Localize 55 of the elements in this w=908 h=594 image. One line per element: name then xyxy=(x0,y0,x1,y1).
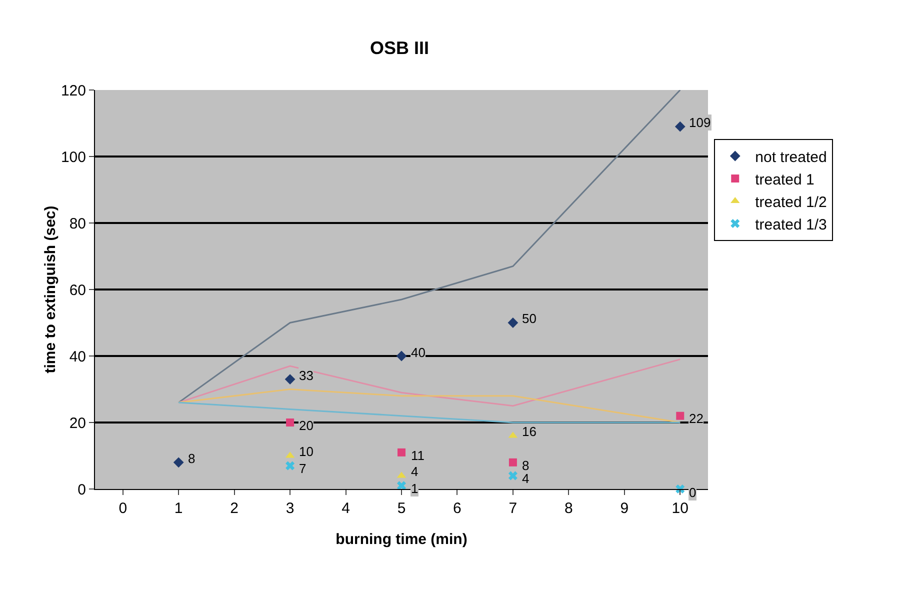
x-tick-label: 9 xyxy=(620,500,629,517)
x-axis-title: burning time (min) xyxy=(336,531,468,548)
data-label: 109 xyxy=(689,115,711,130)
point xyxy=(508,318,518,328)
line-series xyxy=(178,358,681,407)
point xyxy=(398,448,406,456)
x-tick-label: 1 xyxy=(174,500,183,517)
x-tick-label: 0 xyxy=(118,500,128,517)
data-label: 4 xyxy=(411,464,418,479)
data-label: 33 xyxy=(299,368,314,383)
data-label: 7 xyxy=(299,461,306,476)
line-series xyxy=(178,90,681,404)
x-tick-label: 5 xyxy=(397,500,406,517)
data-label: 8 xyxy=(188,451,196,466)
chart-title: OSB III xyxy=(370,38,430,58)
data-label: 1 xyxy=(411,481,418,496)
data-label: 16 xyxy=(522,424,536,439)
point xyxy=(173,457,184,468)
data-label: 0 xyxy=(689,485,696,500)
legend-label: treated 1/3 xyxy=(755,216,827,234)
y-tick-label: 60 xyxy=(69,282,86,299)
point xyxy=(508,458,517,466)
y-tick-label: 40 xyxy=(69,348,86,366)
point xyxy=(396,350,407,362)
y-tick-label: 20 xyxy=(69,414,86,432)
point xyxy=(286,418,294,426)
point xyxy=(284,374,296,384)
data-label: 40 xyxy=(411,345,426,360)
data-label: 50 xyxy=(522,311,536,326)
data-label: 22 xyxy=(689,411,704,426)
point xyxy=(286,461,295,470)
y-axis-title: time to extinguish (sec) xyxy=(42,206,59,374)
data-label: 8 xyxy=(522,458,530,473)
data-label: 10 xyxy=(299,444,314,459)
point xyxy=(508,471,518,480)
data-label: 11 xyxy=(411,448,424,463)
x-tick-label: 10 xyxy=(672,500,688,517)
legend-label: not treated xyxy=(755,148,827,166)
point xyxy=(676,412,684,420)
x-tick-label: 6 xyxy=(453,500,462,517)
x-tick-label: 3 xyxy=(286,500,294,517)
y-tick-label: 100 xyxy=(60,148,86,166)
x-tick-label: 2 xyxy=(230,500,238,517)
x-tick-label: 4 xyxy=(342,500,350,517)
data-label: 4 xyxy=(522,471,530,486)
legend-label: treated 1 xyxy=(755,171,814,188)
legend-label: treated 1/2 xyxy=(755,194,827,211)
point xyxy=(674,121,686,132)
y-tick-label: 0 xyxy=(78,481,86,498)
data-label: 20 xyxy=(299,418,314,433)
y-tick-label: 120 xyxy=(60,82,86,100)
point xyxy=(396,481,406,490)
y-tick-label: 80 xyxy=(69,215,86,232)
x-tick-label: 8 xyxy=(564,500,573,517)
x-tick-label: 7 xyxy=(508,500,518,517)
